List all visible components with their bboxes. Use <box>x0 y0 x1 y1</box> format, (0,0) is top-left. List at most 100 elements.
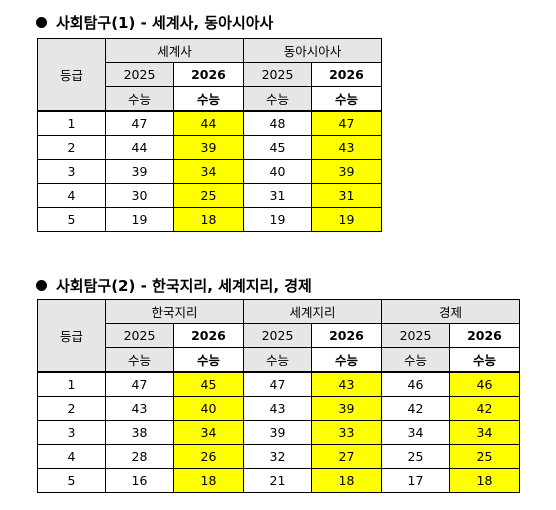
score-cell: 44 <box>105 135 174 160</box>
table-row: 5 19 18 19 19 <box>37 207 382 232</box>
section1-title: 사회탐구(1) - 세계사, 동아시아사 <box>36 12 273 34</box>
score-cell: 43 <box>243 396 312 421</box>
exam-header: 수능 <box>311 347 382 373</box>
grade-cell: 2 <box>37 135 106 160</box>
score-cell: 21 <box>243 468 312 493</box>
score-cell: 40 <box>243 159 312 184</box>
exam-header: 수능 <box>311 86 382 112</box>
year-header-row: 2025 2026 2025 2026 <box>38 62 382 87</box>
score-cell-highlight: 25 <box>449 444 520 469</box>
score-cell-highlight: 18 <box>311 468 382 493</box>
table-row: 3 38 34 39 33 34 34 <box>37 420 520 445</box>
table-row: 1 47 44 48 47 <box>37 110 382 136</box>
score-cell-highlight: 27 <box>311 444 382 469</box>
table-row: 1 47 45 47 43 46 46 <box>37 371 520 397</box>
score-cell: 47 <box>105 371 174 397</box>
section2-title-text: 사회탐구(2) - 한국지리, 세계지리, 경제 <box>56 277 312 295</box>
score-cell-highlight: 18 <box>173 207 244 232</box>
score-cell-highlight: 19 <box>311 207 382 232</box>
score-cell: 32 <box>243 444 312 469</box>
score-cell-highlight: 43 <box>311 371 382 397</box>
grade-header: 등급 <box>37 38 106 112</box>
score-cell-highlight: 39 <box>311 396 382 421</box>
score-cell: 16 <box>105 468 174 493</box>
score-cell: 47 <box>105 110 174 136</box>
grade-cell: 1 <box>37 371 106 397</box>
score-cell: 28 <box>105 444 174 469</box>
score-cell-highlight: 31 <box>311 183 382 208</box>
score-cell-highlight: 40 <box>173 396 244 421</box>
score-cell-highlight: 26 <box>173 444 244 469</box>
subject-header: 동아시아사 <box>243 38 382 63</box>
section2-title: 사회탐구(2) - 한국지리, 세계지리, 경제 <box>36 275 312 297</box>
section1-title-text: 사회탐구(1) - 세계사, 동아시아사 <box>56 14 274 32</box>
score-cell-highlight: 43 <box>311 135 382 160</box>
grade-cell: 1 <box>37 110 106 136</box>
exam-header: 수능 <box>105 86 174 112</box>
section1-table: 등급 세계사 동아시아사 2025 2026 2025 2026 수능 수능 수… <box>37 38 382 232</box>
score-cell-highlight: 39 <box>311 159 382 184</box>
table-row: 3 39 34 40 39 <box>37 159 382 184</box>
score-cell-highlight: 46 <box>449 371 520 397</box>
score-cell: 31 <box>243 183 312 208</box>
score-cell: 17 <box>381 468 450 493</box>
section2-table: 등급 한국지리 세계지리 경제 2025 2026 2025 2026 2025… <box>37 299 520 493</box>
table-row: 5 16 18 21 18 17 18 <box>37 468 520 493</box>
year-header: 2025 <box>243 323 312 348</box>
year-header: 2026 <box>449 323 520 348</box>
year-header: 2025 <box>105 323 174 348</box>
score-cell-highlight: 34 <box>173 159 244 184</box>
grade-cell: 4 <box>37 444 106 469</box>
year-header: 2026 <box>311 323 382 348</box>
grade-header: 등급 <box>37 299 106 373</box>
score-cell-highlight: 25 <box>173 183 244 208</box>
year-header-row: 2025 2026 2025 2026 2025 2026 <box>38 323 520 348</box>
subject-header: 경제 <box>381 299 520 324</box>
exam-header: 수능 <box>105 347 174 373</box>
score-cell-highlight: 34 <box>173 420 244 445</box>
grade-cell: 4 <box>37 183 106 208</box>
year-header: 2026 <box>173 62 244 87</box>
subject-header-row: 등급 세계사 동아시아사 <box>37 38 382 112</box>
score-cell: 46 <box>381 371 450 397</box>
score-cell: 47 <box>243 371 312 397</box>
exam-header: 수능 <box>381 347 450 373</box>
score-cell-highlight: 44 <box>173 110 244 136</box>
year-header: 2026 <box>311 62 382 87</box>
grade-cell: 3 <box>37 159 106 184</box>
score-cell: 48 <box>243 110 312 136</box>
score-cell: 43 <box>105 396 174 421</box>
score-cell-highlight: 47 <box>311 110 382 136</box>
score-cell-highlight: 42 <box>449 396 520 421</box>
subject-header: 세계사 <box>105 38 244 63</box>
grade-cell: 3 <box>37 420 106 445</box>
score-cell-highlight: 45 <box>173 371 244 397</box>
exam-header-row: 수능 수능 수능 수능 <box>38 86 382 112</box>
exam-header: 수능 <box>243 347 312 373</box>
exam-header: 수능 <box>243 86 312 112</box>
score-cell-highlight: 39 <box>173 135 244 160</box>
year-header: 2026 <box>173 323 244 348</box>
year-header: 2025 <box>243 62 312 87</box>
score-cell: 39 <box>243 420 312 445</box>
exam-header-row: 수능 수능 수능 수능 수능 수능 <box>38 347 520 373</box>
score-cell: 25 <box>381 444 450 469</box>
year-header: 2025 <box>105 62 174 87</box>
score-cell: 45 <box>243 135 312 160</box>
grade-cell: 5 <box>37 468 106 493</box>
table-row: 2 43 40 43 39 42 42 <box>37 396 520 421</box>
subject-header: 한국지리 <box>105 299 244 324</box>
table-row: 4 30 25 31 31 <box>37 183 382 208</box>
subject-header-row: 등급 한국지리 세계지리 경제 <box>37 299 520 373</box>
exam-header: 수능 <box>449 347 520 373</box>
score-cell: 19 <box>243 207 312 232</box>
subject-header: 세계지리 <box>243 299 382 324</box>
grade-cell: 2 <box>37 396 106 421</box>
bullet-icon <box>36 17 47 28</box>
score-cell-highlight: 18 <box>449 468 520 493</box>
score-cell-highlight: 18 <box>173 468 244 493</box>
score-cell: 42 <box>381 396 450 421</box>
score-cell-highlight: 33 <box>311 420 382 445</box>
score-cell: 38 <box>105 420 174 445</box>
year-header: 2025 <box>381 323 450 348</box>
